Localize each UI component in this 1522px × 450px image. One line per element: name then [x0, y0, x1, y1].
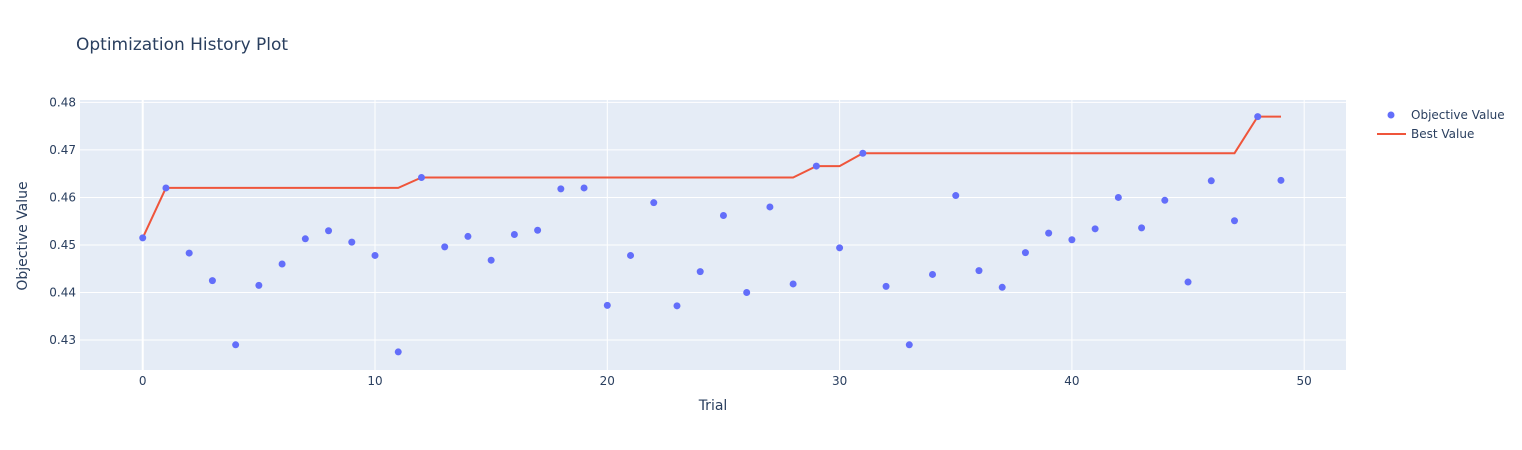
objective-value-point[interactable] [139, 234, 147, 242]
objective-value-point[interactable] [929, 270, 937, 278]
x-tick-label: 50 [1297, 374, 1312, 388]
objective-value-point[interactable] [1230, 217, 1238, 225]
objective-value-point[interactable] [627, 251, 635, 259]
objective-value-point[interactable] [696, 268, 704, 276]
objective-value-point[interactable] [510, 231, 518, 239]
objective-value-point[interactable] [325, 227, 333, 235]
objective-value-point[interactable] [975, 267, 983, 275]
y-axis-title: Objective Value [15, 181, 31, 290]
objective-value-point[interactable] [603, 301, 611, 309]
objective-value-point[interactable] [1277, 176, 1285, 184]
legend-item-objective-value[interactable]: Objective Value [1387, 108, 1505, 122]
objective-value-point[interactable] [719, 212, 727, 220]
x-axis-title: Trial [698, 398, 728, 414]
objective-value-point[interactable] [487, 256, 495, 264]
objective-value-point[interactable] [1114, 193, 1122, 201]
objective-value-point[interactable] [1091, 225, 1099, 233]
objective-value-point[interactable] [417, 173, 425, 181]
objective-value-point[interactable] [441, 243, 449, 251]
objective-value-point[interactable] [348, 238, 356, 246]
legend-label-best: Best Value [1411, 127, 1474, 141]
objective-value-point[interactable] [836, 244, 844, 252]
best-value-line [141, 115, 1281, 239]
objective-value-point[interactable] [1068, 236, 1076, 244]
objective-value-point[interactable] [301, 235, 309, 243]
y-tick-label: 0.47 [49, 143, 76, 157]
plot-area [80, 100, 1346, 370]
objective-value-point[interactable] [1207, 177, 1215, 185]
objective-value-point[interactable] [952, 192, 960, 200]
objective-value-point[interactable] [650, 199, 658, 207]
x-axis-ticks: 0 10 20 30 40 50 [139, 374, 1312, 388]
y-tick-label: 0.43 [49, 333, 76, 347]
objective-value-point[interactable] [743, 289, 751, 297]
objective-value-series [139, 113, 1285, 356]
legend[interactable]: Objective Value Best Value [1377, 108, 1505, 141]
x-tick-label: 40 [1064, 374, 1079, 388]
objective-value-point[interactable] [371, 251, 379, 259]
objective-value-point[interactable] [998, 283, 1006, 291]
objective-value-point[interactable] [789, 280, 797, 288]
objective-value-point[interactable] [185, 249, 193, 257]
objective-value-point[interactable] [766, 203, 774, 211]
objective-value-point[interactable] [1254, 113, 1262, 121]
objective-value-point[interactable] [1138, 224, 1146, 232]
y-axis-ticks: 0.43 0.44 0.45 0.46 0.47 0.48 [49, 95, 76, 347]
objective-value-point[interactable] [394, 348, 402, 356]
objective-value-point[interactable] [557, 185, 565, 193]
objective-value-point[interactable] [859, 149, 867, 157]
objective-value-point[interactable] [208, 277, 216, 285]
legend-item-best-value[interactable]: Best Value [1377, 127, 1474, 141]
y-tick-label: 0.45 [49, 238, 76, 252]
objective-value-point[interactable] [232, 341, 240, 349]
y-tick-label: 0.48 [49, 95, 76, 109]
objective-value-point[interactable] [1161, 196, 1169, 204]
objective-value-point[interactable] [278, 260, 286, 268]
objective-value-point[interactable] [255, 281, 263, 289]
objective-value-point[interactable] [1021, 249, 1029, 257]
x-tick-label: 10 [367, 374, 382, 388]
y-tick-label: 0.46 [49, 190, 76, 204]
objective-value-point[interactable] [464, 232, 472, 240]
objective-value-point[interactable] [1184, 278, 1192, 286]
x-tick-label: 20 [600, 374, 615, 388]
x-tick-label: 0 [139, 374, 147, 388]
objective-value-point[interactable] [905, 341, 913, 349]
legend-label-objective: Objective Value [1411, 108, 1505, 122]
objective-value-point[interactable] [812, 162, 820, 170]
objective-value-point[interactable] [882, 282, 890, 290]
x-tick-label: 30 [832, 374, 847, 388]
legend-marker-objective [1387, 111, 1395, 119]
objective-value-point[interactable] [580, 184, 588, 192]
objective-value-point[interactable] [162, 184, 170, 192]
best-value-series [141, 115, 1281, 239]
chart-title: Optimization History Plot [76, 35, 288, 55]
objective-value-point[interactable] [534, 226, 542, 234]
objective-value-point[interactable] [673, 302, 681, 310]
y-tick-label: 0.44 [49, 286, 76, 300]
objective-value-point[interactable] [1045, 229, 1053, 237]
grid-lines [80, 100, 1346, 370]
